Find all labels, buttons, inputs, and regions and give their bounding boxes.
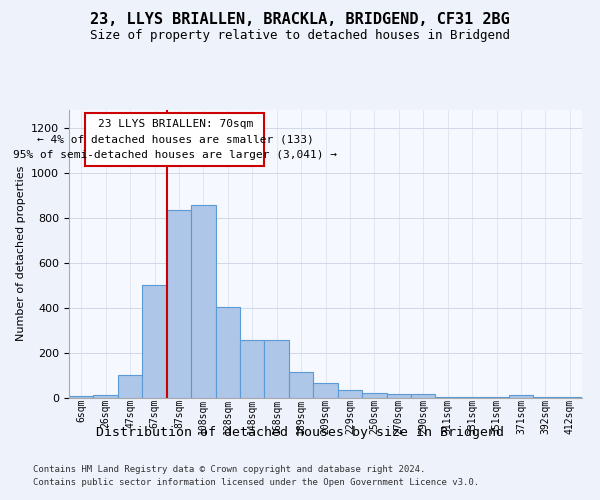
Bar	[69, 396, 94, 398]
Bar	[289, 372, 313, 398]
Bar	[118, 375, 142, 398]
Bar	[460, 396, 484, 398]
Y-axis label: Number of detached properties: Number of detached properties	[16, 166, 26, 342]
Bar	[94, 395, 118, 398]
Bar	[386, 394, 411, 398]
FancyBboxPatch shape	[85, 114, 265, 166]
Text: 23, LLYS BRIALLEN, BRACKLA, BRIDGEND, CF31 2BG: 23, LLYS BRIALLEN, BRACKLA, BRIDGEND, CF…	[90, 12, 510, 26]
Text: Contains public sector information licensed under the Open Government Licence v3: Contains public sector information licen…	[33, 478, 479, 487]
Bar	[240, 340, 265, 398]
Bar	[338, 390, 362, 398]
Bar	[142, 285, 167, 398]
Text: 23 LLYS BRIALLEN: 70sqm
← 4% of detached houses are smaller (133)
95% of semi-de: 23 LLYS BRIALLEN: 70sqm ← 4% of detached…	[13, 118, 337, 160]
Bar	[362, 392, 386, 398]
Bar	[436, 396, 460, 398]
Bar	[313, 383, 338, 398]
Text: Distribution of detached houses by size in Bridgend: Distribution of detached houses by size …	[96, 426, 504, 439]
Bar	[167, 210, 191, 398]
Text: Contains HM Land Registry data © Crown copyright and database right 2024.: Contains HM Land Registry data © Crown c…	[33, 466, 425, 474]
Bar	[509, 396, 533, 398]
Bar	[265, 340, 289, 398]
Text: Size of property relative to detached houses in Bridgend: Size of property relative to detached ho…	[90, 28, 510, 42]
Bar	[191, 206, 215, 398]
Bar	[411, 394, 436, 398]
Bar	[215, 306, 240, 398]
Bar	[484, 396, 509, 398]
